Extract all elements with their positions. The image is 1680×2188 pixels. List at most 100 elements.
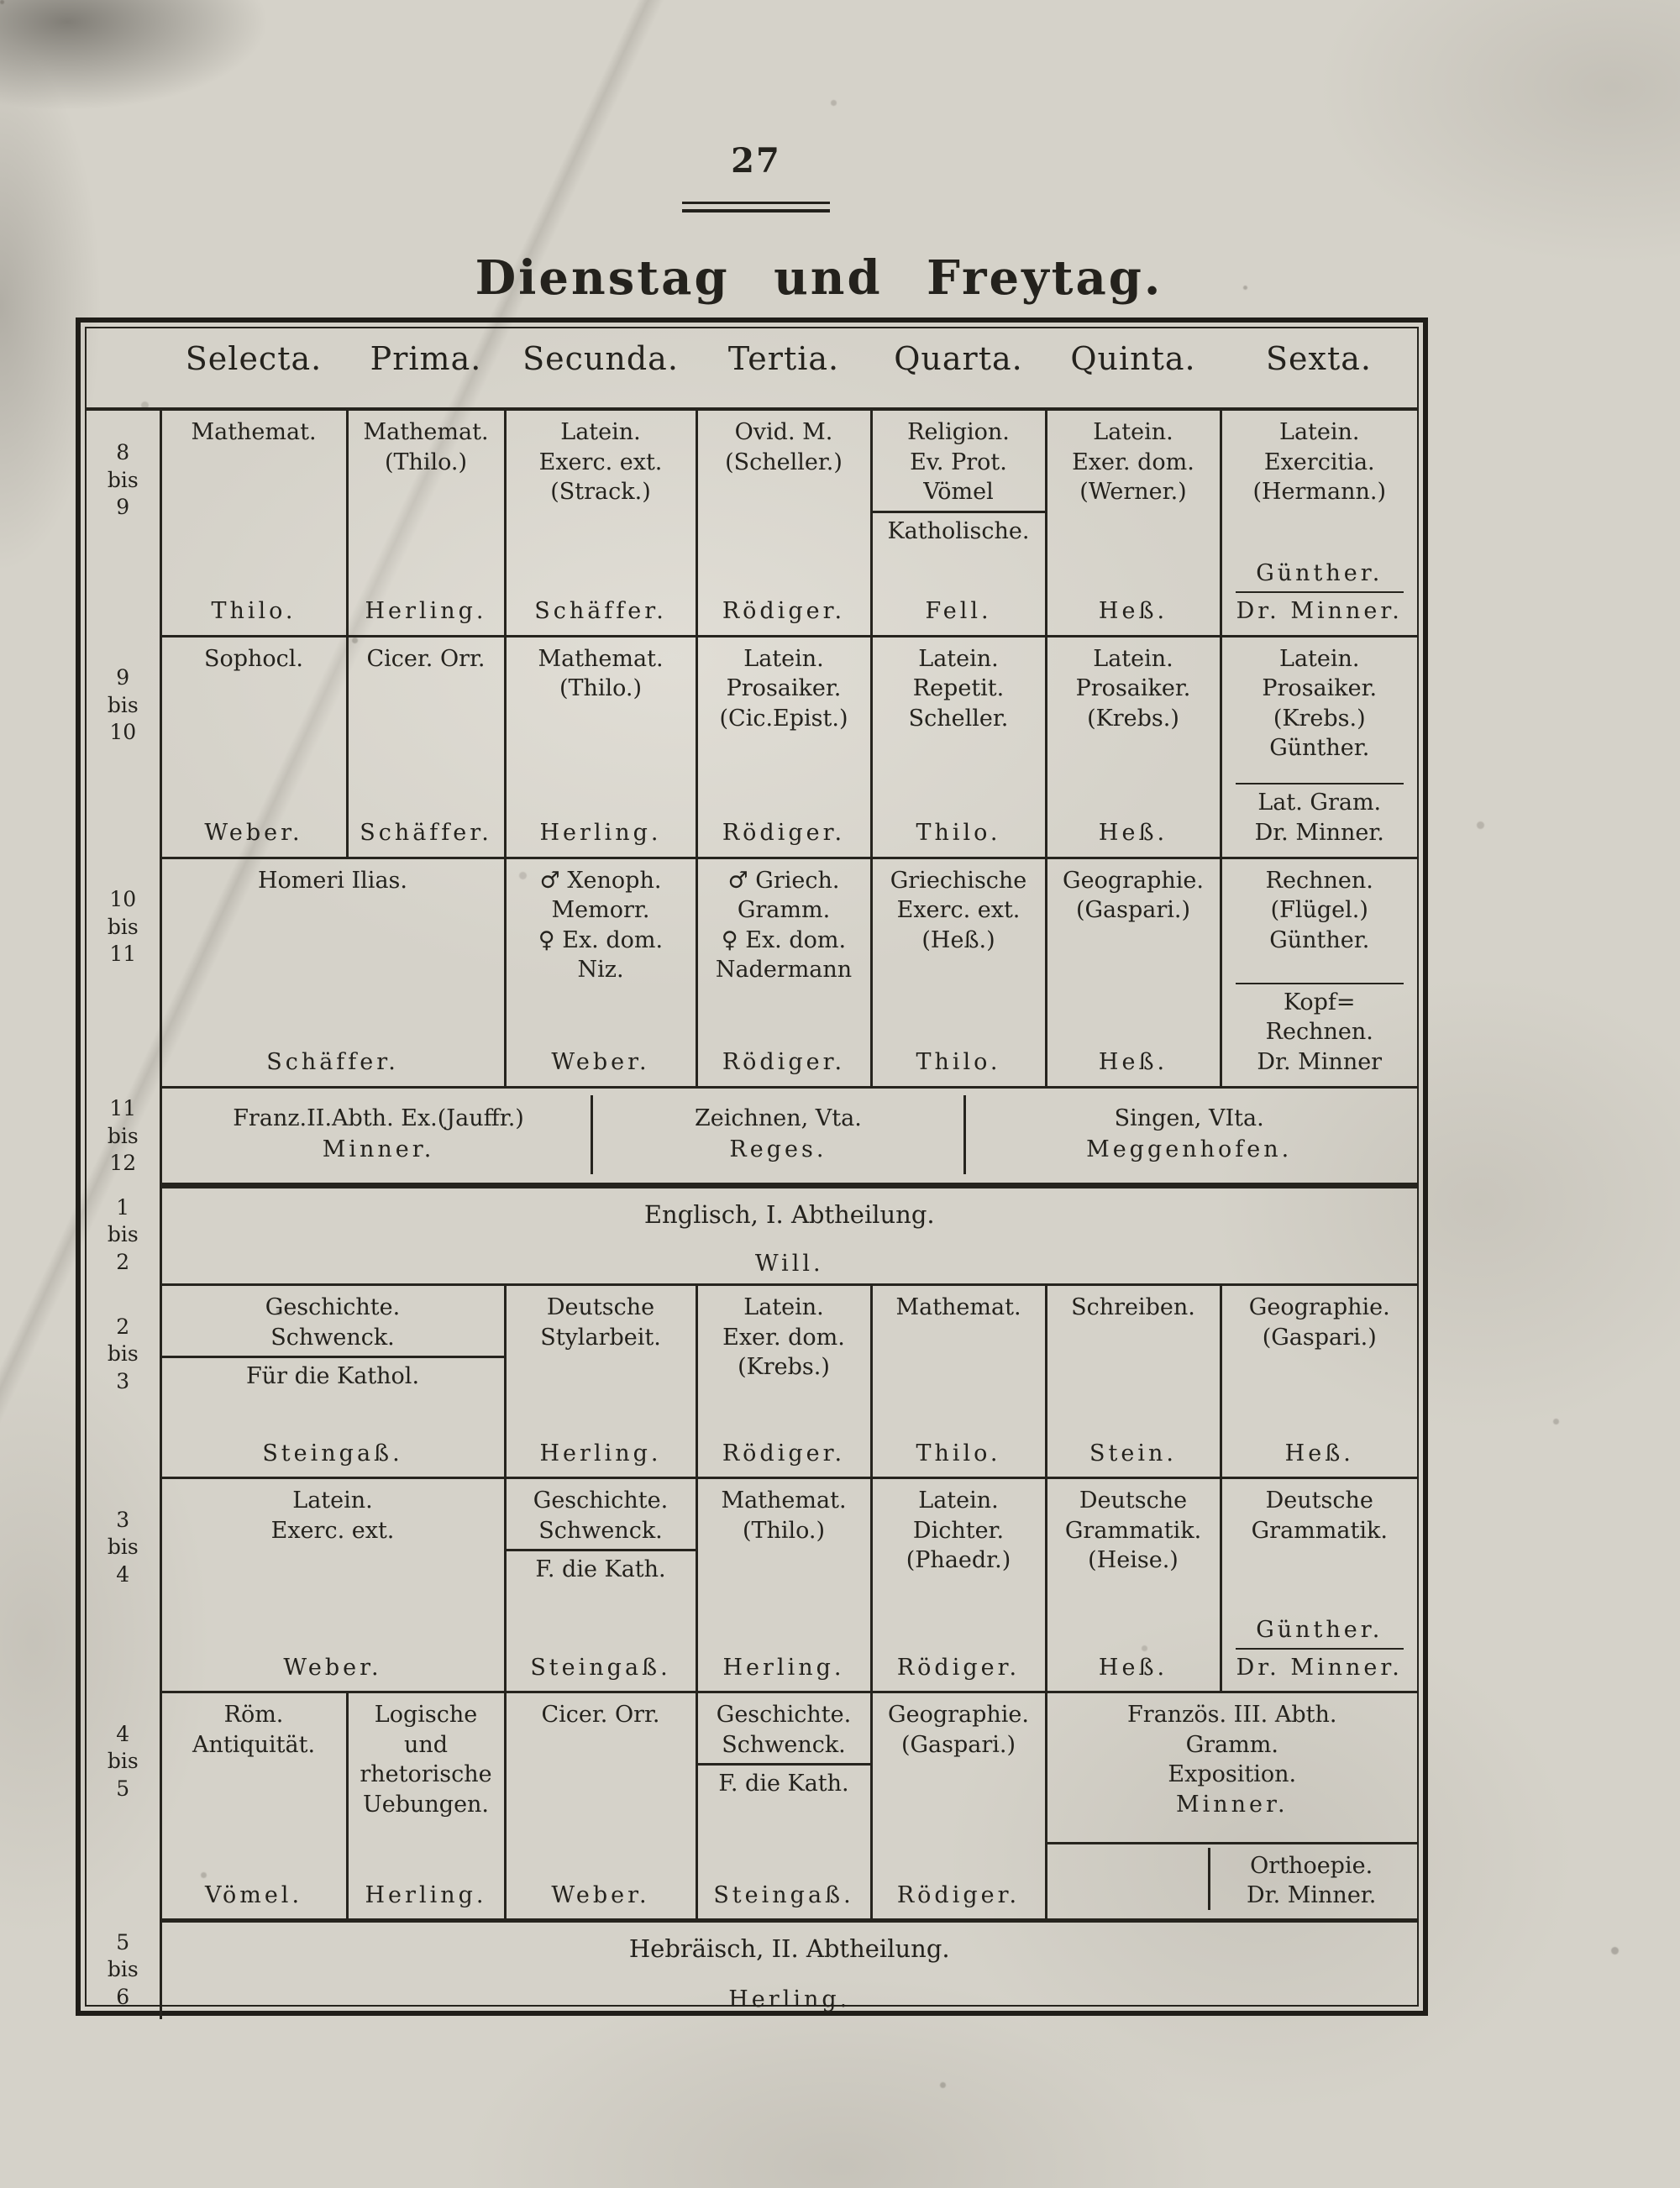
- teacher-name: Stein.: [1089, 1440, 1177, 1467]
- cell-drawing: Zeichnen, Vta. Reges.: [590, 1094, 964, 1174]
- subject-text: Cicer. Orr.: [541, 1702, 660, 1728]
- subject-text: Schreiben.: [1071, 1294, 1195, 1320]
- teacher-name: Schäffer.: [534, 598, 667, 625]
- teacher-name: Will.: [754, 1250, 824, 1277]
- teacher-name: Herling.: [728, 1986, 851, 2012]
- subject-text: Mathemat. (Thilo.): [538, 645, 664, 702]
- teacher-name: Meggenhofen.: [1086, 1136, 1293, 1162]
- row-4-5: 4 bis 5 Röm. Antiquität. Vömel. Logische…: [87, 1692, 1417, 1923]
- cell-sexta: Latein. Exercitia. (Hermann.) Günther. D…: [1219, 409, 1417, 638]
- subject-text: Geschichte. Schwenck.: [265, 1294, 401, 1351]
- cell-secunda: Cicer. Orr. Weber.: [503, 1692, 696, 1923]
- cell-divider: [1235, 982, 1404, 984]
- cell-selecta: Röm. Antiquität. Vömel.: [160, 1692, 347, 1923]
- teacher-name: Rödiger.: [722, 1049, 846, 1076]
- teacher-name: Dr. Minner.: [1236, 1654, 1403, 1681]
- teacher-name: Rödiger.: [722, 1440, 846, 1467]
- column-header-quarta: Quarta.: [871, 328, 1046, 411]
- cell-secunda: Mathemat. (Thilo.) Herling.: [503, 636, 696, 859]
- subject-text: ♂ Griech. Gramm. ♀ Ex. dom. Nadermann: [715, 867, 853, 984]
- cell-divider: [1235, 1647, 1404, 1650]
- cell-quarta: Griechische Exerc. ext. (Heß.) Thilo.: [869, 858, 1046, 1089]
- header-time-blank: [87, 328, 160, 411]
- row-1-2: 1 bis 2 Englisch, I. Abtheilung. Will.: [87, 1185, 1417, 1286]
- teacher-name: Herling.: [539, 1440, 662, 1467]
- time-slot-label: 3 bis 4: [87, 1477, 162, 1692]
- teacher-name: Lat. Gram. Dr. Minner.: [1254, 790, 1384, 846]
- cell-quarta: Latein. Repetit. Scheller. Thilo.: [869, 636, 1046, 859]
- teacher-name: Kopf= Rechnen. Dr. Minner: [1257, 989, 1383, 1075]
- teacher-name: Steingaß.: [262, 1440, 403, 1467]
- teacher-name: Heß.: [1098, 1049, 1168, 1076]
- cell-selecta: Sophocl. Weber.: [160, 636, 347, 859]
- subject-text: Griechische Exerc. ext. (Heß.): [890, 867, 1027, 953]
- subject-text: Latein. Dichter. (Phaedr.): [906, 1488, 1011, 1574]
- cell-selecta: Mathemat. Thilo.: [160, 409, 347, 638]
- time-slot-label: 4 bis 5: [87, 1692, 162, 1921]
- cell-secunda: Latein. Exerc. ext. (Strack.) Schäffer.: [503, 409, 696, 638]
- cell-secunda: Geschichte. Schwenck. F. die Kath. Stein…: [503, 1477, 696, 1693]
- cell-quinta: Deutsche Grammatik. (Heise.) Heß.: [1044, 1477, 1221, 1693]
- teacher-name: Minner.: [322, 1136, 435, 1162]
- teacher-name: Herling.: [722, 1654, 845, 1681]
- subject-text: Hebräisch, II. Abtheilung.: [628, 1934, 950, 1963]
- subject-text: Latein. Exerc. ext.: [270, 1488, 395, 1544]
- cell-quarta: Latein. Dichter. (Phaedr.) Rödiger.: [869, 1477, 1046, 1693]
- cell-selecta-prima: Latein. Exerc. ext. Weber.: [160, 1477, 505, 1693]
- time-slot-label: 5 bis 6: [87, 1920, 162, 2019]
- cell-tertia: Latein. Prosaiker. (Cic.Epist.) Rödiger.: [695, 636, 871, 859]
- cell-singing: Singen, VIta. Meggenhofen.: [963, 1094, 1412, 1174]
- time-slot-label: 1 bis 2: [87, 1185, 162, 1285]
- header-row: Selecta. Prima. Secunda. Tertia. Quarta.…: [87, 328, 1417, 411]
- teacher-name: Fell.: [925, 598, 992, 625]
- subject-text: Geographie. (Gaspari.): [1063, 867, 1204, 924]
- teacher-name: Thilo.: [916, 1440, 1001, 1467]
- timetable: Selecta. Prima. Secunda. Tertia. Quarta.…: [87, 328, 1417, 2019]
- subject-text: Geographie. (Gaspari.): [1248, 1294, 1390, 1351]
- teacher-name: Rödiger.: [896, 1654, 1021, 1681]
- cell-tertia: Mathemat. (Thilo.) Herling.: [695, 1477, 871, 1693]
- cell-divider: [699, 1763, 870, 1766]
- time-slot-label: 10 bis 11: [87, 858, 162, 1087]
- cell-quinta: Latein. Prosaiker. (Krebs.) Heß.: [1044, 636, 1221, 859]
- teacher-name: Herling.: [539, 820, 662, 847]
- row-5-6: 5 bis 6 Hebräisch, II. Abtheilung. Herli…: [87, 1920, 1417, 2019]
- subject-text: Latein. Prosaiker. (Krebs.): [1075, 645, 1191, 732]
- column-header-secunda: Secunda.: [505, 328, 696, 411]
- cell-tertia: Latein. Exer. dom. (Krebs.) Rödiger.: [695, 1284, 871, 1479]
- teacher-name: Schäffer.: [360, 820, 492, 847]
- subject-text: Für die Kathol.: [245, 1363, 420, 1390]
- column-header-selecta: Selecta.: [160, 328, 347, 411]
- teacher-name: Vömel.: [204, 1881, 303, 1908]
- subject-text: F. die Kath.: [535, 1556, 666, 1583]
- row-11-12: 11 bis 12 Franz.II.Abth. Ex.(Jauffr.) Mi…: [87, 1087, 1417, 1188]
- cell-quarta: Religion. Ev. Prot. Vömel Katholische. F…: [869, 409, 1046, 638]
- teacher-name: Steingaß.: [713, 1881, 854, 1908]
- row-9-10: 9 bis 10 Sophocl. Weber. Cicer. Orr. Sch…: [87, 636, 1417, 859]
- subject-text: Rechnen. (Flügel.) Günther.: [1265, 867, 1373, 953]
- subject-text: Deutsche Grammatik.: [1251, 1488, 1388, 1544]
- table-outer-frame: Selecta. Prima. Secunda. Tertia. Quarta.…: [76, 317, 1428, 2019]
- teacher-name: Thilo.: [916, 1049, 1001, 1076]
- cell-divider: [874, 510, 1045, 513]
- time-slot-label: 2 bis 3: [87, 1284, 162, 1478]
- cell-divider: [1235, 783, 1404, 785]
- cell-sexta: Deutsche Grammatik. Günther. Dr. Minner.: [1219, 1477, 1417, 1693]
- row-11-12-span: Franz.II.Abth. Ex.(Jauffr.) Minner. Zeic…: [160, 1087, 1417, 1188]
- subject-text: Französ. III. Abth. Gramm. Exposition.: [1127, 1702, 1337, 1788]
- teacher-name: Rödiger.: [722, 820, 846, 847]
- teacher-name: Rödiger.: [896, 1881, 1021, 1908]
- row-10-11: 10 bis 11 Homeri Ilias. Schäffer. ♂ Xeno…: [87, 858, 1417, 1089]
- teacher-name: Günther.: [1256, 1616, 1383, 1643]
- cell-english-span: Englisch, I. Abtheilung. Will.: [160, 1185, 1417, 1286]
- cell-quinta: Schreiben. Stein.: [1044, 1284, 1221, 1479]
- subject-text: Geographie. (Gaspari.): [888, 1702, 1029, 1758]
- cell-tertia: Geschichte. Schwenck. F. die Kath. Stein…: [695, 1692, 871, 1923]
- teacher-name: Minner.: [1175, 1791, 1289, 1818]
- subject-text: Latein. Prosaiker. (Cic.Epist.): [719, 645, 848, 732]
- teacher-name: Günther.: [1256, 560, 1383, 587]
- teacher-name: Heß.: [1098, 820, 1168, 847]
- column-header-tertia: Tertia.: [696, 328, 871, 411]
- subject-text: Ovid. M. (Scheller.): [725, 419, 843, 475]
- cell-selecta-prima: Geschichte. Schwenck. Für die Kathol. St…: [160, 1284, 505, 1479]
